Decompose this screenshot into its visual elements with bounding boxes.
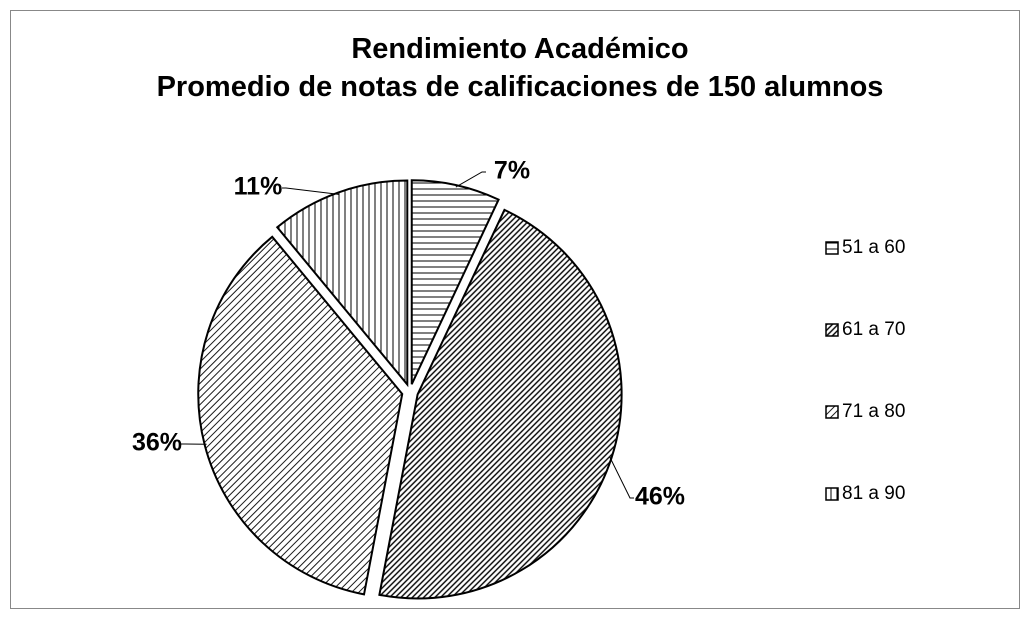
- legend-label: 71 a 80: [842, 401, 905, 422]
- legend-label: 61 a 70: [842, 319, 905, 340]
- pie-slice: [378, 208, 623, 600]
- titles: Rendimiento Académico Promedio de notas …: [110, 30, 930, 106]
- legend-label: 51 a 60: [842, 237, 905, 258]
- legend-swatch: [825, 487, 839, 501]
- legend-swatch: [825, 405, 839, 419]
- legend-swatch: [825, 241, 839, 255]
- data-label: 11%: [234, 173, 283, 201]
- legend-label: 81 a 90: [842, 483, 905, 504]
- leader-line: [282, 187, 339, 195]
- legend-swatch: [825, 323, 839, 337]
- data-label: 7%: [494, 157, 530, 185]
- chart-subtitle: Promedio de notas de calificaciones de 1…: [156, 71, 884, 103]
- data-label: 36%: [132, 429, 182, 457]
- pie-slice: [410, 179, 500, 385]
- chart-title: Rendimiento Académico: [351, 33, 689, 65]
- leader-line: [609, 456, 634, 499]
- leader-line: [455, 171, 486, 188]
- data-label: 46%: [635, 483, 685, 511]
- pie-slice: [275, 179, 409, 388]
